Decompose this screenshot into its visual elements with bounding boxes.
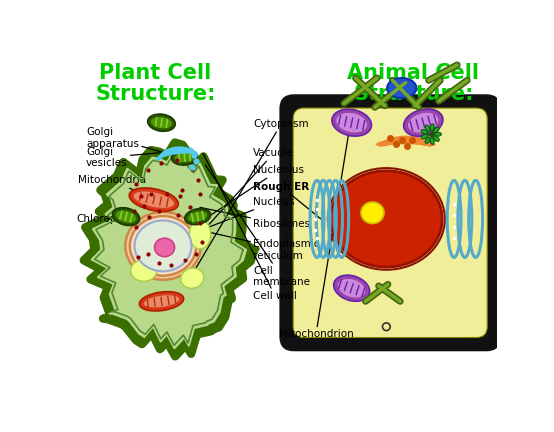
Ellipse shape: [135, 220, 192, 271]
Text: Plant Cell
Structure:: Plant Cell Structure:: [95, 63, 216, 104]
Ellipse shape: [115, 210, 137, 223]
Text: Mitochondrion: Mitochondrion: [279, 124, 353, 340]
Ellipse shape: [140, 292, 183, 311]
Ellipse shape: [129, 188, 178, 211]
FancyBboxPatch shape: [293, 108, 487, 337]
Ellipse shape: [143, 295, 180, 308]
Text: Ribosomes: Ribosomes: [200, 207, 310, 229]
Polygon shape: [84, 143, 254, 356]
Ellipse shape: [130, 216, 196, 276]
Text: Cell
membrane: Cell membrane: [206, 165, 310, 287]
Text: Rough ER: Rough ER: [253, 181, 321, 219]
Ellipse shape: [430, 124, 434, 131]
Text: Golgi
vesicles: Golgi vesicles: [86, 146, 188, 168]
Ellipse shape: [425, 137, 430, 143]
Ellipse shape: [150, 116, 173, 129]
Text: Chloroplast: Chloroplast: [77, 214, 136, 224]
Text: Cell wall: Cell wall: [203, 153, 297, 301]
Ellipse shape: [421, 130, 428, 134]
Ellipse shape: [125, 212, 201, 280]
Text: Cytoplasm: Cytoplasm: [190, 119, 309, 278]
Ellipse shape: [112, 208, 140, 226]
Ellipse shape: [189, 220, 211, 249]
Polygon shape: [91, 150, 247, 349]
Ellipse shape: [181, 268, 204, 288]
Ellipse shape: [407, 112, 439, 133]
Ellipse shape: [434, 132, 442, 136]
Ellipse shape: [404, 109, 443, 137]
Text: Animal Cell
Structure:: Animal Cell Structure:: [347, 63, 479, 104]
Ellipse shape: [337, 278, 366, 298]
Ellipse shape: [332, 109, 371, 136]
Ellipse shape: [387, 78, 417, 98]
Ellipse shape: [334, 275, 370, 301]
Ellipse shape: [155, 238, 175, 257]
Ellipse shape: [361, 202, 384, 223]
Ellipse shape: [421, 134, 428, 139]
Ellipse shape: [185, 209, 211, 225]
Text: Endoplasmic
reticulum: Endoplasmic reticulum: [202, 231, 320, 260]
Text: Vacuole: Vacuole: [200, 149, 294, 234]
Ellipse shape: [430, 138, 434, 144]
Ellipse shape: [174, 152, 195, 163]
Ellipse shape: [172, 149, 198, 165]
Ellipse shape: [187, 211, 208, 222]
Ellipse shape: [148, 114, 175, 131]
Ellipse shape: [425, 125, 430, 131]
Ellipse shape: [336, 112, 368, 133]
Text: Nucleolus: Nucleolus: [162, 165, 304, 248]
Ellipse shape: [133, 191, 175, 208]
Ellipse shape: [433, 136, 439, 141]
FancyBboxPatch shape: [280, 95, 500, 351]
Text: Golgi
apparatus: Golgi apparatus: [86, 127, 172, 155]
Text: Mitochondria: Mitochondria: [78, 175, 151, 198]
Ellipse shape: [131, 260, 157, 281]
Ellipse shape: [331, 171, 442, 267]
Ellipse shape: [433, 127, 439, 133]
Text: Nucleus: Nucleus: [190, 197, 295, 234]
